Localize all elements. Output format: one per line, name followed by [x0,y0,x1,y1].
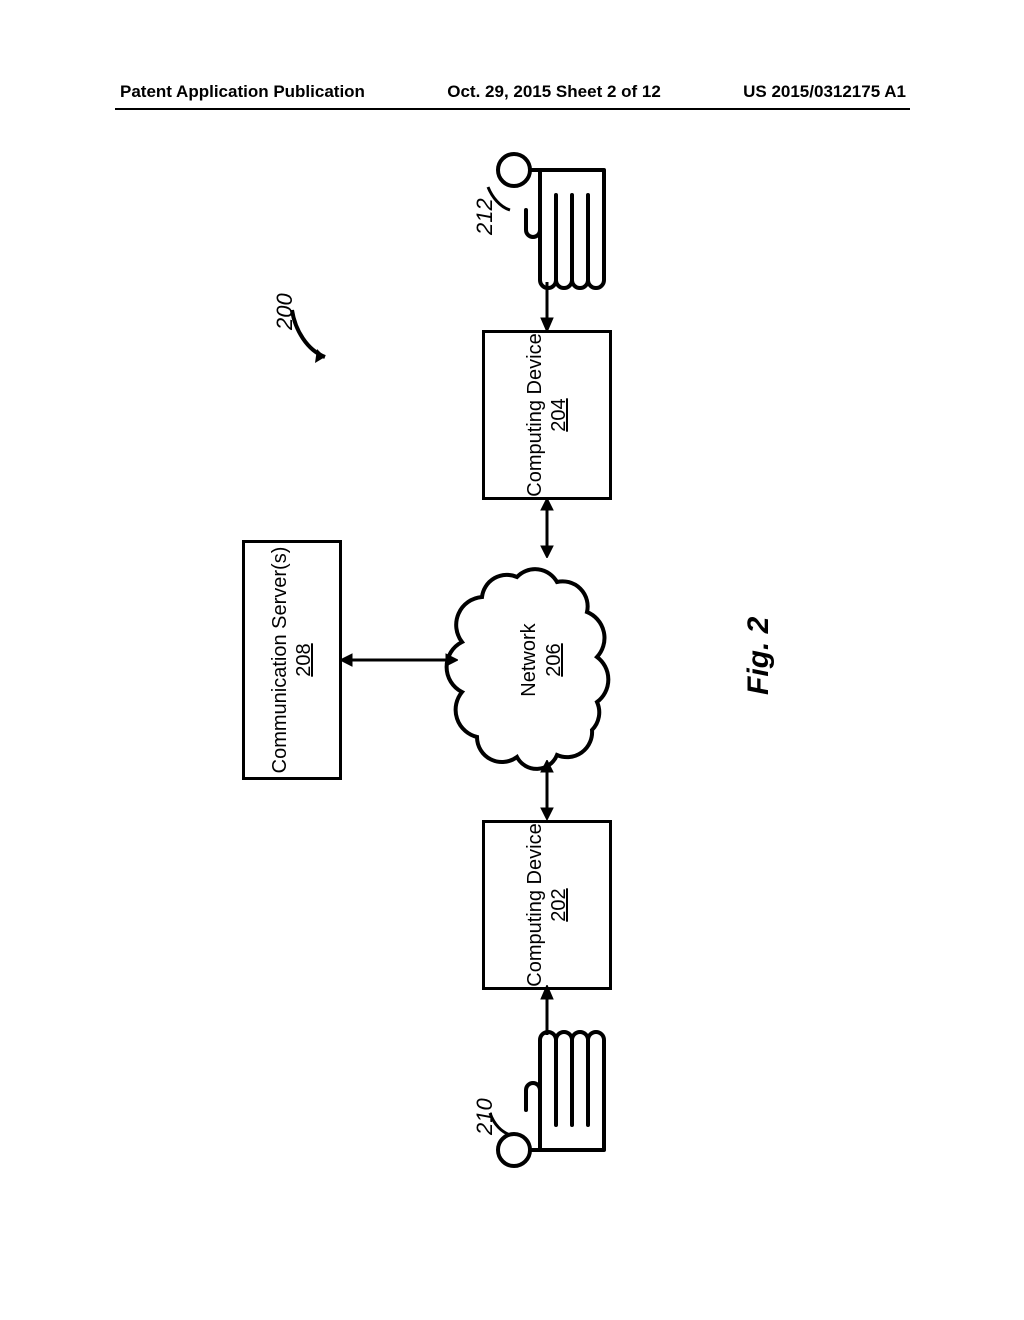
arrow-device-left-network [537,760,557,820]
arrow-network-device-right [537,498,557,558]
network-label-wrap: Network 206 [518,545,566,775]
leader-212 [482,165,512,215]
network-title: Network [518,623,540,696]
network-cloud: Network 206 [442,545,642,775]
computing-device-right-box: Computing Device 204 [482,330,612,500]
communication-server-box: Communication Server(s) 208 [242,540,342,780]
arrow-user-to-device-right [537,282,557,332]
header-right: US 2015/0312175 A1 [743,82,906,102]
device-right-ref: 204 [548,398,571,431]
system-ref-arrow [287,305,332,365]
arrow-user-to-device-left [537,985,557,1035]
diagram: 210 212 Computing Device 202 Co [142,150,882,1170]
diagram-wrap: 210 212 Computing Device 202 Co [0,130,1024,1190]
user-icon-right [492,140,632,290]
computing-device-left-box: Computing Device 202 [482,820,612,990]
server-ref: 208 [293,643,316,676]
page-header: Patent Application Publication Oct. 29, … [0,82,1024,102]
device-left-ref: 202 [548,888,571,921]
header-left: Patent Application Publication [120,82,365,102]
arrow-server-network [340,650,458,670]
header-center: Oct. 29, 2015 Sheet 2 of 12 [447,82,661,102]
header-rule [115,108,910,110]
server-title: Communication Server(s) [269,547,291,774]
device-left-title: Computing Device [524,823,546,986]
network-ref: 206 [543,545,566,775]
figure-label: Fig. 2 [742,617,776,695]
user-icon-left [492,1030,632,1180]
leader-210 [482,1090,512,1140]
device-right-title: Computing Device [524,333,546,496]
